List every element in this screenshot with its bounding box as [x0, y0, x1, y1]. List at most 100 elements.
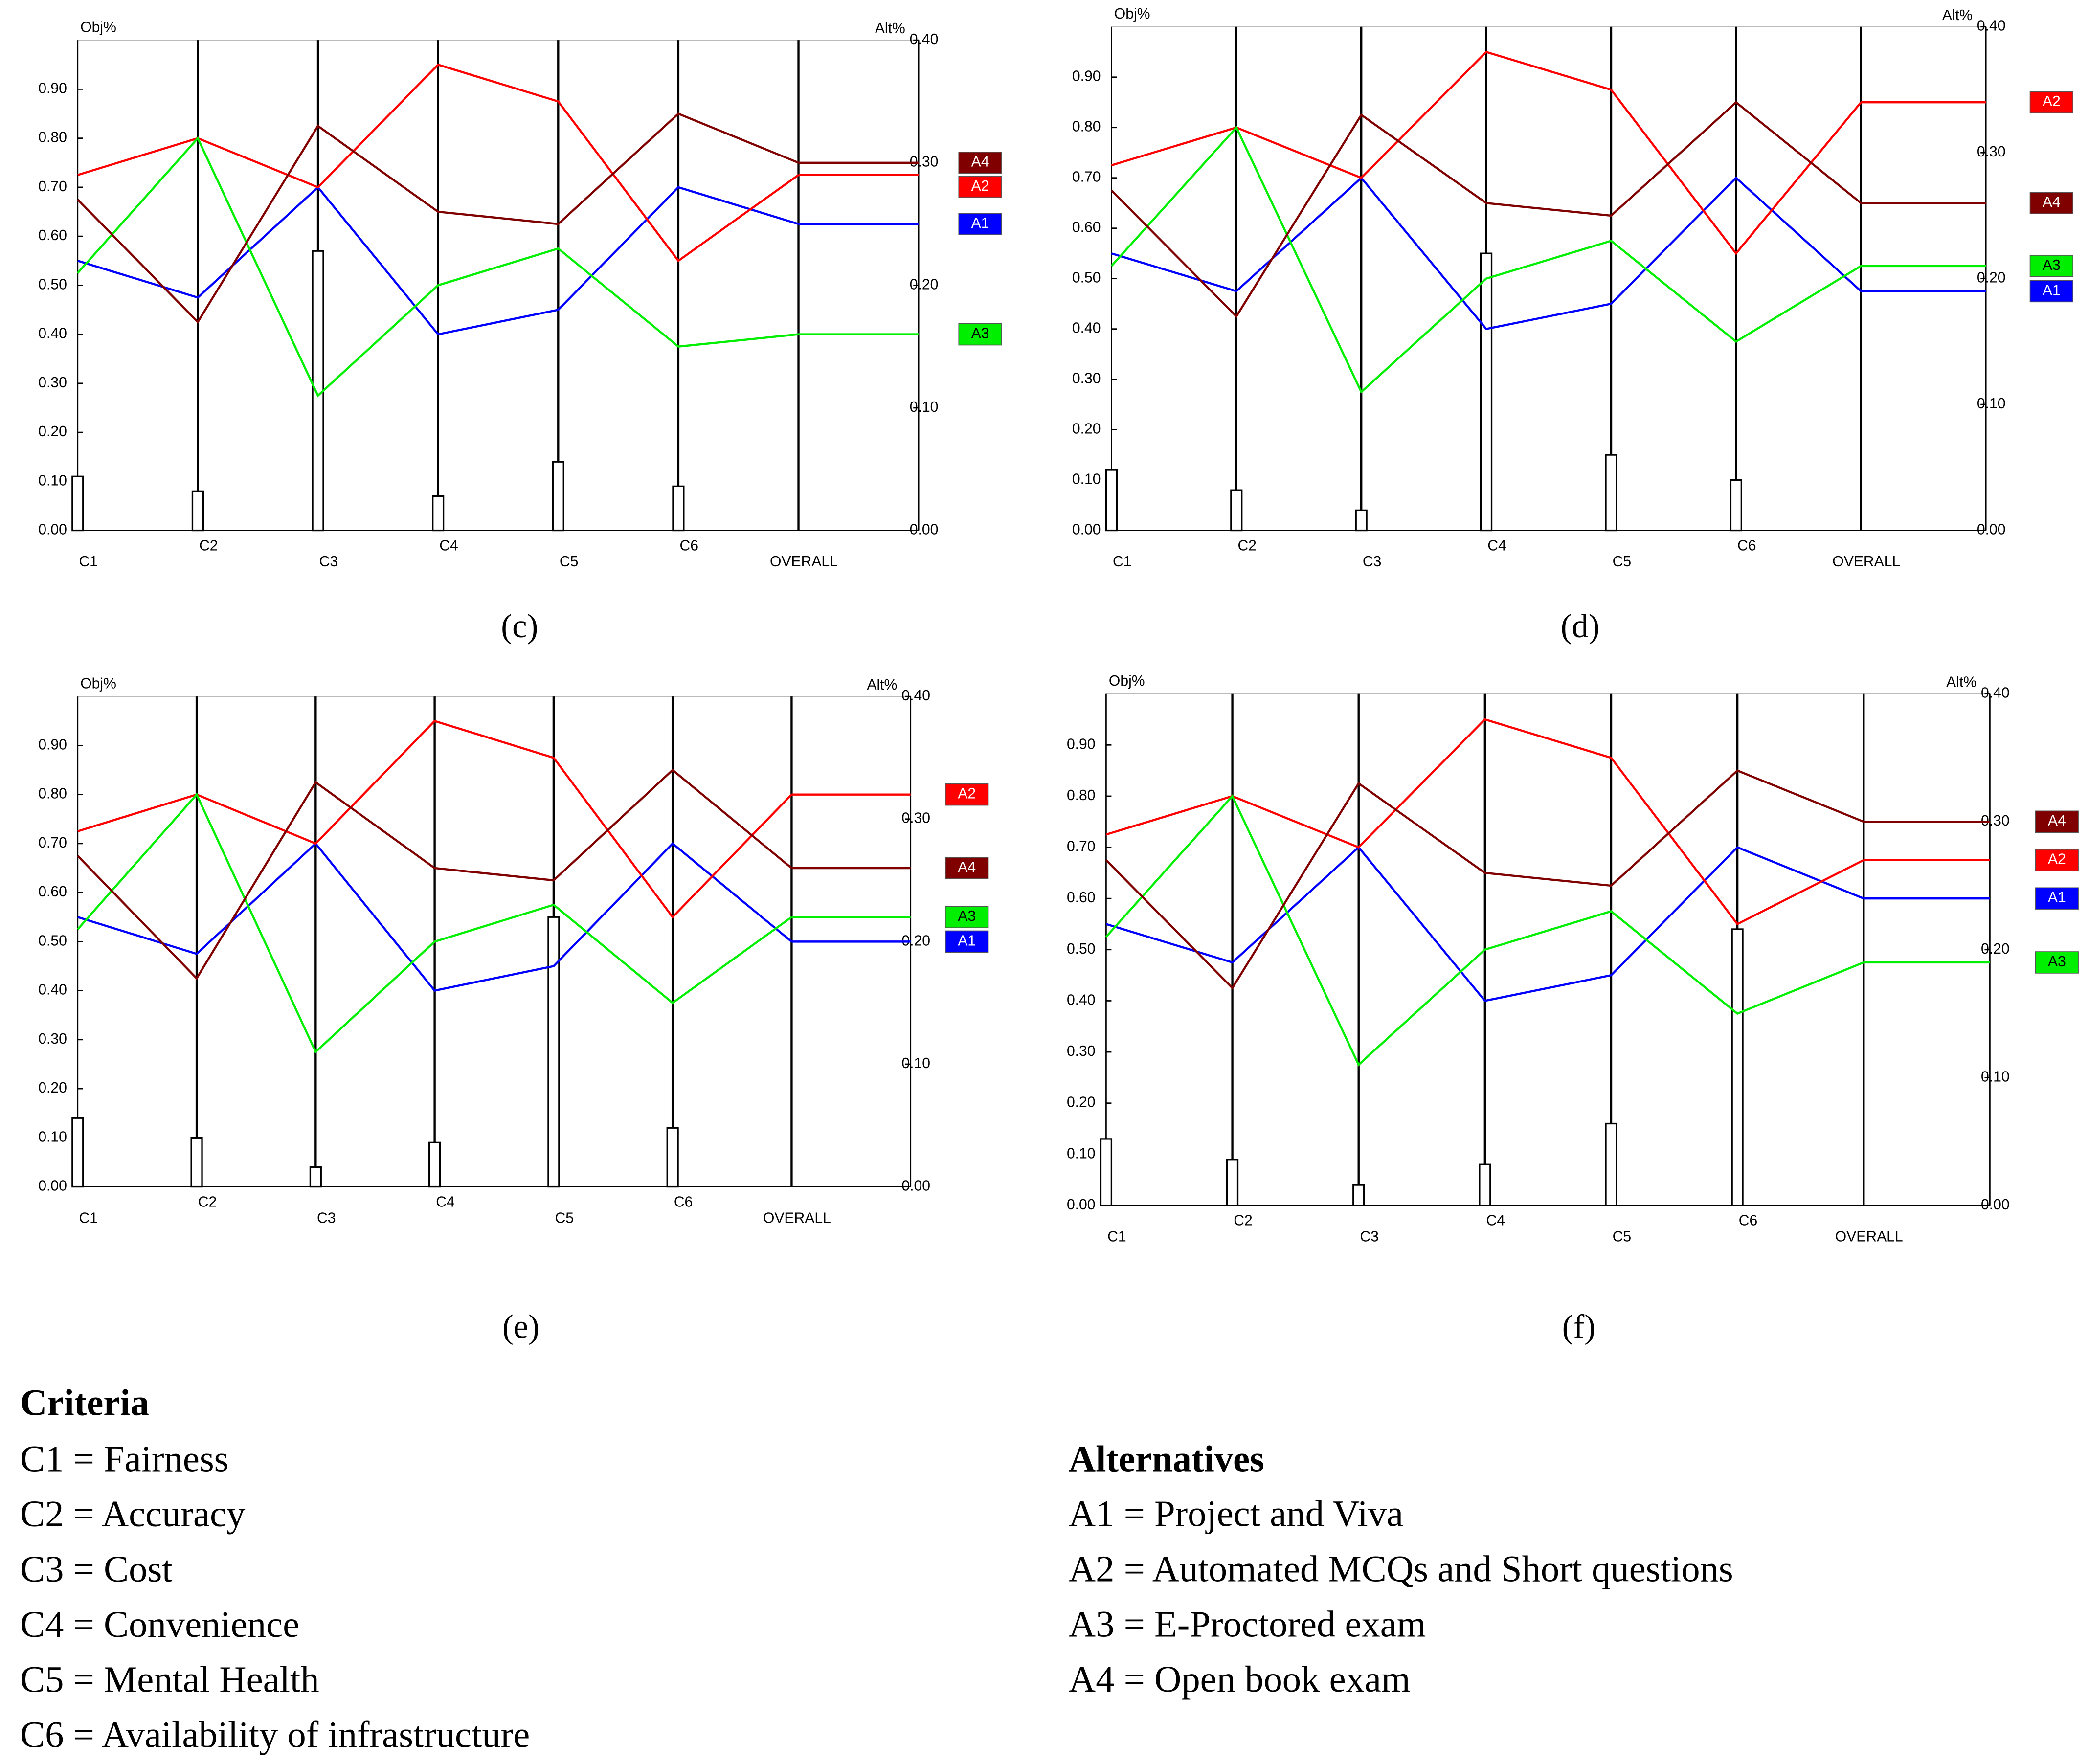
y2-tick-label: 0.20 — [910, 276, 939, 292]
legend-label: A4 — [958, 859, 976, 875]
criterion-bar — [191, 490, 204, 532]
legend-swatch — [2035, 887, 2079, 910]
alternative-item: A3 = E-Proctored exam — [1069, 1603, 1426, 1645]
series-line — [77, 842, 792, 992]
legend-label: A2 — [2048, 851, 2066, 868]
legend-swatch — [958, 152, 1002, 174]
criterion-bar — [1479, 1163, 1491, 1206]
criterion-bar — [428, 1141, 441, 1188]
y-tick-label: 0.00 — [38, 1178, 67, 1194]
legend-swatch — [945, 930, 989, 953]
y-tick-label: 0.60 — [38, 227, 67, 244]
x-tick-label: C1 — [79, 1210, 97, 1226]
legend-swatch — [2029, 91, 2073, 113]
x-tick-label: C1 — [1107, 1229, 1126, 1245]
y-tick-label: 0.20 — [1072, 421, 1101, 437]
y-tick-label: 0.00 — [1072, 522, 1101, 538]
x-tick-label: C5 — [1613, 554, 1631, 570]
x-tick-label: OVERALL — [763, 1210, 831, 1226]
y-tick-label: 0.00 — [38, 522, 67, 538]
y-tick-label: 0.30 — [38, 375, 67, 391]
legend-swatch — [2029, 192, 2073, 214]
criteria-item: C5 = Mental Health — [20, 1659, 319, 1700]
criterion-bar — [312, 250, 324, 532]
criterion-bar — [1100, 1138, 1113, 1206]
legend-label: A3 — [958, 908, 976, 924]
criterion-bar — [1480, 252, 1493, 532]
chart-panel: Obj% Alt% 0.00 0.10 0.20 0.30 0.40 0.50 0.60 0.70… — [1072, 6, 2073, 645]
y2-tick-label: 0.10 — [1977, 396, 2006, 412]
legend-swatch — [945, 906, 989, 928]
legend-label: A4 — [2048, 813, 2066, 829]
x-tick-label: C5 — [1613, 1229, 1631, 1245]
y-tick-label: 0.90 — [1072, 68, 1101, 85]
criterion-bar — [547, 916, 560, 1188]
chart-panel: Obj% Alt% 0.00 0.10 0.20 0.30 0.40 0.50 0.60 0.70… — [1067, 673, 2079, 1345]
series-line — [77, 768, 792, 981]
alternative-item: A1 = Project and Viva — [1069, 1493, 1403, 1535]
series-line — [77, 185, 799, 336]
legend-label: A4 — [2043, 194, 2061, 210]
x-tick-label: C6 — [680, 537, 698, 554]
y-tick-label: 0.40 — [1067, 992, 1096, 1008]
legend-swatch — [958, 323, 1002, 346]
x-tick-label: C2 — [199, 537, 218, 554]
y-tick-label: 0.90 — [38, 80, 67, 96]
alternative-item: A4 = Open book exam — [1069, 1658, 1411, 1700]
y-tick-label: 0.30 — [38, 1031, 67, 1047]
y-tick-label: 0.40 — [38, 982, 67, 998]
x-tick-label: C3 — [1363, 554, 1381, 570]
series-line — [77, 136, 799, 398]
legend-label: A1 — [2043, 282, 2061, 298]
y2-axis-label: Alt% — [875, 21, 905, 37]
x-tick-label: C5 — [555, 1210, 574, 1226]
y2-tick-label: 0.40 — [1981, 685, 2010, 701]
chart-panel: Obj% Alt% 0.00 0.10 0.20 0.30 0.40 0.50 0.60 0.70… — [38, 675, 989, 1345]
legend-label: A4 — [971, 154, 989, 170]
y2-tick-label: 0.10 — [910, 399, 939, 415]
y-axis-label: Obj% — [80, 675, 116, 692]
legend-swatch — [2029, 255, 2073, 277]
x-tick-label: C1 — [1113, 554, 1131, 570]
y-axis-label: Obj% — [80, 19, 116, 35]
x-tick-label: C1 — [79, 554, 97, 570]
y-tick-label: 0.10 — [38, 1129, 67, 1145]
caption: (c) — [501, 607, 538, 645]
y-axis-label: Obj% — [1114, 6, 1150, 22]
criterion-bar — [666, 1127, 679, 1188]
y-tick-label: 0.20 — [38, 1080, 67, 1096]
caption: (f) — [1562, 1308, 1595, 1345]
y-tick-label: 0.90 — [1067, 736, 1096, 752]
series-line — [1110, 125, 1862, 394]
legend-label: A2 — [958, 786, 976, 802]
x-tick-label: C6 — [674, 1194, 693, 1210]
x-tick-label: OVERALL — [1835, 1229, 1903, 1245]
criterion-bar — [1605, 454, 1617, 532]
y-tick-label: 0.90 — [38, 737, 67, 753]
y2-tick-label: 0.30 — [1977, 144, 2006, 160]
y2-tick-label: 0.40 — [901, 688, 930, 704]
criterion-bar — [1105, 469, 1118, 532]
criteria-title: Criteria — [20, 1382, 149, 1423]
y-axis-label: Obj% — [1109, 673, 1145, 689]
alternatives-title: Alternatives — [1069, 1438, 1264, 1479]
criterion-bar — [309, 1166, 322, 1188]
chart-panel: Obj% Alt% 0.00 0.10 0.20 0.30 0.40 0.50 0.60 0.70… — [38, 19, 1002, 645]
x-tick-label: C6 — [1737, 537, 1756, 554]
legend-swatch — [958, 213, 1002, 235]
y-tick-label: 0.80 — [1072, 119, 1101, 135]
legend-swatch — [945, 783, 989, 806]
y2-axis-label: Alt% — [1942, 7, 1973, 23]
x-tick-label: C2 — [198, 1194, 217, 1210]
x-tick-label: C4 — [436, 1194, 454, 1210]
legend-label: A1 — [2048, 890, 2066, 906]
y-tick-label: 0.60 — [38, 884, 67, 900]
y2-axis-label: Alt% — [867, 677, 897, 693]
legend-label: A1 — [971, 215, 989, 231]
legend-swatch — [2035, 951, 2079, 974]
x-tick-label: C4 — [1487, 537, 1506, 554]
x-tick-label: C6 — [1739, 1213, 1757, 1229]
y-tick-label: 0.80 — [38, 130, 67, 146]
criterion-bar — [1731, 928, 1744, 1206]
